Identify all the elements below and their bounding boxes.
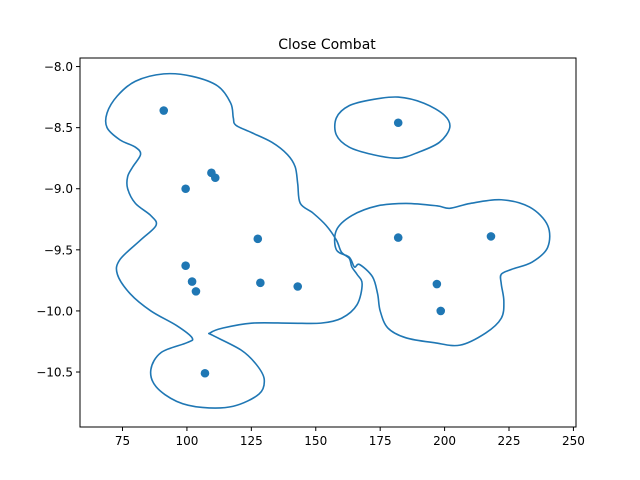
scatter-point-4 xyxy=(210,173,220,183)
x-tick-label: 175 xyxy=(369,434,392,448)
scatter-point-13 xyxy=(393,233,403,242)
density-contour-2 xyxy=(333,96,451,160)
scatter-point-14 xyxy=(486,232,496,241)
scatter-point-9 xyxy=(256,278,265,288)
chart-title: Close Combat xyxy=(278,37,376,53)
y-tick-label: −8.5 xyxy=(44,121,73,135)
scatter-point-8 xyxy=(191,287,201,296)
y-tick-label: −9.5 xyxy=(44,243,73,257)
y-tick-label: −10.0 xyxy=(36,304,73,318)
y-tick-label: −8.0 xyxy=(44,60,73,74)
x-tick-label: 250 xyxy=(562,434,585,448)
scatter-point-11 xyxy=(200,368,210,378)
density-contour-1 xyxy=(104,72,363,409)
x-tick-label: 200 xyxy=(433,434,456,448)
x-tick-label: 100 xyxy=(175,434,198,448)
scatter-point-12 xyxy=(393,118,403,128)
point-layer xyxy=(159,106,496,378)
scatter-point-15 xyxy=(432,279,442,289)
scatter-point-2 xyxy=(181,184,190,194)
y-tick-label: −9.0 xyxy=(44,182,73,196)
scatter-point-5 xyxy=(253,234,263,244)
scatter-point-16 xyxy=(436,306,446,316)
y-axis-ticks: −8.0 −8.5 −9.0 −9.5 −10.0 −10.5 xyxy=(36,60,80,380)
scatter-point-1 xyxy=(159,106,169,115)
density-contour-3 xyxy=(333,198,551,347)
x-tick-label: 225 xyxy=(498,434,521,448)
x-axis-ticks: 75 100 125 150 175 200 225 250 xyxy=(115,427,585,448)
plot-frame xyxy=(79,57,577,428)
scatter-point-10 xyxy=(293,282,303,291)
scatter-point-6 xyxy=(181,261,190,271)
y-tick-label: −10.5 xyxy=(36,366,73,380)
x-tick-label: 150 xyxy=(304,434,327,448)
scatter-point-7 xyxy=(187,277,197,286)
x-tick-label: 75 xyxy=(115,434,130,448)
x-tick-label: 125 xyxy=(240,434,263,448)
contour-layer xyxy=(104,72,551,409)
